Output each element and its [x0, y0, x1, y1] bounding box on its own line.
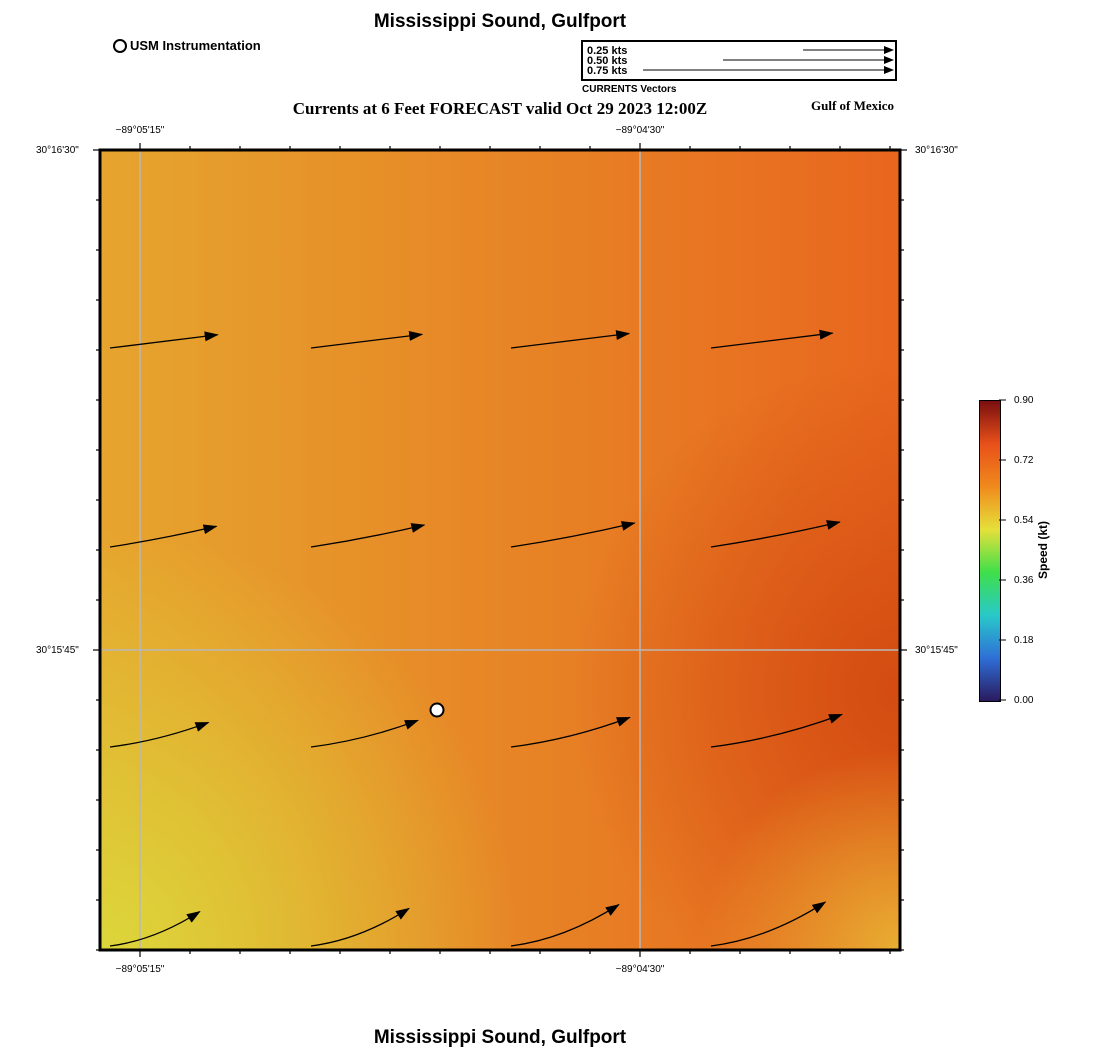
colorbar: [979, 400, 1001, 702]
current-speed-map: [93, 143, 907, 957]
vector-legend-entry: 0.25 kts: [587, 45, 628, 57]
current-vector: [310, 330, 424, 349]
current-vector: [710, 901, 827, 947]
current-vectors: [109, 329, 843, 947]
current-vector: [510, 330, 631, 349]
current-vector: [510, 904, 620, 947]
current-vector: [710, 520, 841, 548]
colorbar-tick: 0.54: [1014, 515, 1034, 526]
lon-label-bottom-right: −89°04'30": [615, 964, 665, 975]
current-vector: [109, 721, 210, 748]
current-vector: [109, 910, 201, 947]
colorbar-tick: 0.00: [1014, 695, 1034, 706]
current-vector: [310, 719, 419, 748]
station-legend: USM Instrumentation: [113, 38, 261, 53]
colorbar-tick: 0.18: [1014, 635, 1034, 646]
current-vector: [310, 523, 426, 548]
map-title: Mississippi Sound, Gulfport: [373, 11, 627, 32]
vector-legend: 0.25 kts 0.50 kts 0.75 kts: [581, 40, 897, 81]
current-vector: [510, 716, 631, 748]
vector-legend-entry: 0.50 kts: [587, 55, 628, 67]
lon-label-top-left: −89°05'15": [115, 125, 165, 136]
current-vector: [310, 907, 410, 947]
current-vector: [710, 713, 843, 748]
lat-label-right-top: 30°16'30": [915, 145, 958, 156]
colorbar-tick: 0.90: [1014, 395, 1034, 406]
footer-title: Mississippi Sound, Gulfport: [373, 1027, 627, 1048]
lon-label-bottom-left: −89°05'15": [115, 964, 165, 975]
lon-label-top-right: −89°04'30": [615, 125, 665, 136]
lat-label-left-top: 30°16'30": [36, 145, 79, 156]
vector-legend-arrows: [643, 46, 894, 74]
colorbar-tick: 0.36: [1014, 575, 1034, 586]
station-legend-label: USM Instrumentation: [130, 38, 261, 53]
current-vector: [109, 331, 219, 349]
vector-legend-title: CURRENTS Vectors: [582, 84, 677, 95]
usm-station-marker[interactable]: [429, 702, 445, 718]
lat-label-left-mid: 30°15'45": [36, 645, 79, 656]
map-ticks: [93, 143, 907, 957]
current-vector: [510, 521, 636, 548]
lat-label-right-mid: 30°15'45": [915, 645, 958, 656]
colorbar-tick-marks: [999, 399, 1006, 701]
forecast-subtitle: Currents at 6 Feet FORECAST valid Oct 29…: [292, 99, 708, 118]
colorbar-gradient: [980, 401, 1000, 701]
colorbar-label: Speed (kt): [1036, 520, 1050, 580]
colorbar-tick: 0.72: [1014, 455, 1034, 466]
current-vector: [710, 329, 834, 349]
region-label: Gulf of Mexico: [811, 98, 895, 113]
vector-legend-entry: 0.75 kts: [587, 65, 628, 77]
current-vector: [109, 524, 218, 548]
station-marker-icon: [113, 38, 127, 53]
